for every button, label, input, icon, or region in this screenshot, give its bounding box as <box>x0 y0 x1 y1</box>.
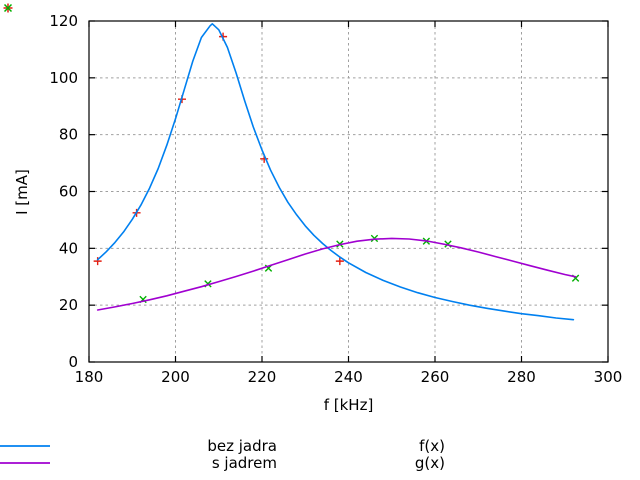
fx-line-sample <box>0 445 50 447</box>
y-axis-title: I [mA] <box>13 169 31 215</box>
y-tick-label-0: 0 <box>68 353 78 371</box>
x-tick-label-280: 280 <box>507 368 536 386</box>
cross-marker-glyph <box>3 3 13 13</box>
cross-marker-icon <box>3 3 13 13</box>
legend-label-s-jadrem: s jadrem <box>211 454 277 472</box>
y-tick-label-80: 80 <box>59 126 78 144</box>
curve-f(x) <box>96 23 575 321</box>
points-plus-0 <box>93 32 344 266</box>
y-tick-label-40: 40 <box>59 239 78 257</box>
x-axis-title: f [kHz] <box>323 396 374 414</box>
legend-label-fx: f(x) <box>419 437 445 455</box>
y-tick-label-20: 20 <box>59 296 78 314</box>
x-tick-label-180: 180 <box>75 368 104 386</box>
y-tick-label-100: 100 <box>49 69 78 87</box>
x-tick-label-260: 260 <box>421 368 450 386</box>
x-tick-label-300: 300 <box>594 368 623 386</box>
y-tick-label-60: 60 <box>59 183 78 201</box>
x-tick-label-200: 200 <box>161 368 190 386</box>
gx-line-sample <box>0 462 50 464</box>
y-tick-label-120: 120 <box>49 12 78 30</box>
curve-g(x) <box>96 237 577 311</box>
legend-label-bez-jadra: bez jadra <box>207 437 277 455</box>
x-tick-label-240: 240 <box>334 368 363 386</box>
legend-label-gx: g(x) <box>414 454 445 472</box>
x-tick-label-220: 220 <box>248 368 277 386</box>
